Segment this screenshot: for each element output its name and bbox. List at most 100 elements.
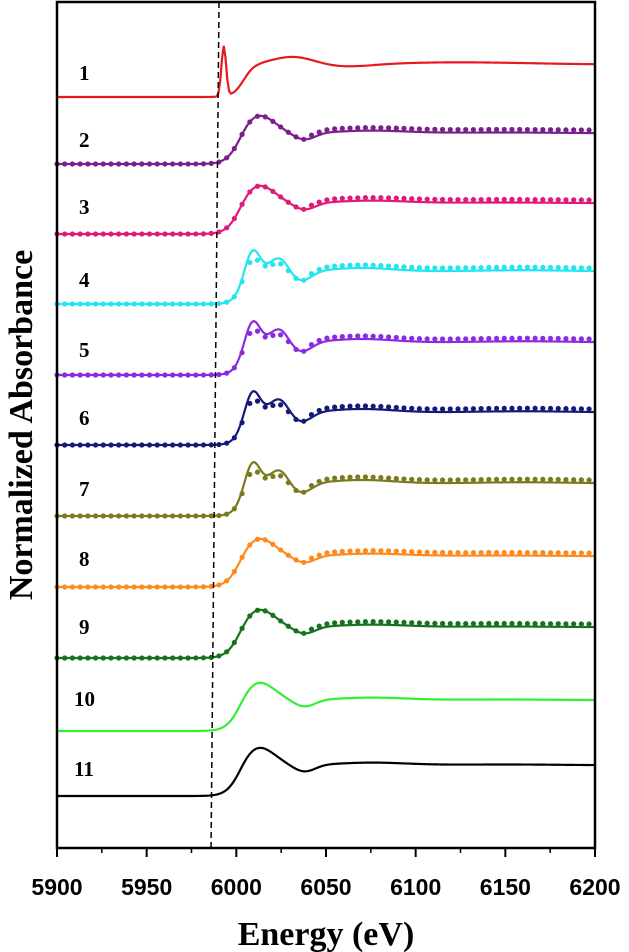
spectrum-dot <box>85 161 91 167</box>
spectrum-dot <box>69 231 76 237</box>
spectrum-dot <box>478 336 484 342</box>
spectrum-dot <box>401 125 407 131</box>
spectrum-dot <box>501 196 507 203</box>
spectrum-dot <box>193 584 199 590</box>
spectrum-dot <box>578 406 584 412</box>
spectrum-dot <box>470 196 477 203</box>
spectrum-dot <box>262 184 268 190</box>
spectrum-dot <box>146 372 153 378</box>
spectrum-dot <box>285 339 291 345</box>
spectrum-dot <box>362 195 369 201</box>
spectrum-dot <box>447 549 453 556</box>
spectrum-dot <box>370 548 376 554</box>
spectrum-dot <box>131 584 137 590</box>
spectrum-dot <box>555 264 561 271</box>
spectrum-dot <box>409 476 415 482</box>
spectrum-dot <box>517 549 523 556</box>
spectrum-dot <box>532 405 538 411</box>
spectrum-dot <box>347 403 353 409</box>
spectrum-dot <box>432 265 438 271</box>
spectrum-dot <box>432 196 438 202</box>
spectrum-dot <box>123 442 129 448</box>
spectrum-dot <box>362 333 369 339</box>
spectrum-dot <box>116 301 122 307</box>
spectrum-dot <box>501 549 507 556</box>
spectrum-line-3 <box>57 184 596 236</box>
spectrum-dot <box>100 231 106 237</box>
spectrum-dot <box>378 262 384 269</box>
spectrum-dot <box>254 183 261 189</box>
spectrum-dot <box>239 554 245 560</box>
spectrum-dot <box>316 407 322 414</box>
spectrum-dot <box>432 549 438 555</box>
spectrum-dot <box>470 549 477 556</box>
spectrum-line-4 <box>57 249 596 306</box>
spectrum-dot <box>293 275 299 282</box>
spectrum-dot <box>563 197 569 203</box>
spectrum-dot <box>332 126 338 132</box>
spectrum-dot <box>547 335 554 342</box>
spectrum-dot <box>108 301 114 307</box>
spectrum-dot <box>439 336 446 342</box>
spectrum-dot <box>200 513 207 519</box>
spectrum-dot <box>208 230 214 236</box>
spectrum-dot <box>69 301 76 307</box>
spectrum-dot <box>455 620 461 627</box>
spectrum-dot <box>62 584 68 590</box>
spectrum-dot <box>401 264 407 270</box>
spectrum-dot <box>85 231 91 237</box>
spectrum-dot <box>185 301 191 307</box>
spectrum-dot <box>424 126 430 132</box>
spectrum-line-2 <box>57 114 596 166</box>
spectrum-dot <box>177 161 183 167</box>
spectrum-line-1 <box>57 45 596 99</box>
spectrum-dot <box>555 197 561 203</box>
spectrum-dot <box>270 402 276 409</box>
spectrum-dot <box>455 336 461 342</box>
spectrum-dot <box>139 301 145 307</box>
spectrum-dot <box>185 655 191 661</box>
spectrum-dot <box>339 404 345 410</box>
spectrum-dot <box>239 279 245 285</box>
spectrum-dot <box>517 620 523 627</box>
x-tick-label: 6000 <box>211 874 262 900</box>
spectrum-dot <box>262 475 268 481</box>
spectrum-dot <box>62 442 68 448</box>
spectrum-dot <box>316 266 322 273</box>
spectrum-dot <box>447 265 453 271</box>
spectrum-dot <box>324 197 330 203</box>
spectrum-dot <box>108 655 114 661</box>
spectrum-dot <box>316 129 322 135</box>
spectrum-dot <box>208 513 214 519</box>
spectrum-dot <box>69 655 76 661</box>
spectrum-dot <box>463 620 469 627</box>
spectrum-dot <box>69 442 76 448</box>
spectrum-dot <box>239 350 245 356</box>
spectrum-dot <box>432 336 438 342</box>
spectrum-dot <box>278 547 284 553</box>
spectrum-dot <box>424 336 430 342</box>
spectrum-dot <box>316 199 322 205</box>
spectrum-dot <box>231 639 237 646</box>
spectrum-dot <box>385 404 392 410</box>
spectrum-dot <box>216 300 222 307</box>
spectrum-dot <box>362 262 369 268</box>
spectrum-dots-7 <box>54 469 592 519</box>
spectrum-dot <box>517 264 523 270</box>
spectrum-dot <box>385 334 392 340</box>
spectrum-line-6 <box>57 390 596 447</box>
spectrum-dot <box>401 619 407 626</box>
spectrum-dot <box>509 620 515 627</box>
spectrum-dots-8 <box>54 536 592 590</box>
x-tick-label: 5900 <box>31 874 82 900</box>
spectrum-dot <box>162 161 168 167</box>
spectrum-dot <box>509 405 515 411</box>
spectrum-dot <box>262 114 268 120</box>
spectrum-dot <box>193 301 199 307</box>
spectrum-dot <box>432 620 438 626</box>
spectrum-dot <box>532 197 538 203</box>
spectrum-dot <box>339 548 345 555</box>
spectrum-dot <box>355 403 361 409</box>
spectrum-dot <box>247 330 253 337</box>
spectrum-dot <box>370 195 376 201</box>
